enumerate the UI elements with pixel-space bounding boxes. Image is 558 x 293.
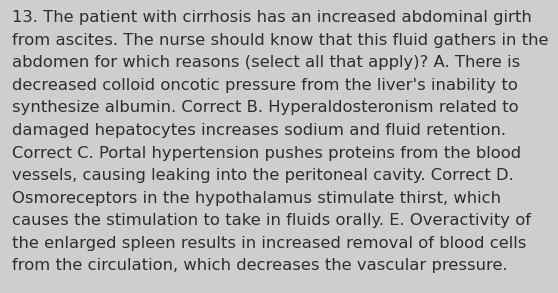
Text: 13. The patient with cirrhosis has an increased abdominal girth: 13. The patient with cirrhosis has an in…	[12, 10, 532, 25]
Text: abdomen for which reasons (select all that apply)? A. There is: abdomen for which reasons (select all th…	[12, 55, 521, 70]
Text: causes the stimulation to take in fluids orally. E. Overactivity of: causes the stimulation to take in fluids…	[12, 213, 531, 228]
Text: from ascites. The nurse should know that this fluid gathers in the: from ascites. The nurse should know that…	[12, 33, 549, 48]
Text: vessels, causing leaking into the peritoneal cavity. Correct D.: vessels, causing leaking into the perito…	[12, 168, 514, 183]
Text: Correct C. Portal hypertension pushes proteins from the blood: Correct C. Portal hypertension pushes pr…	[12, 146, 521, 161]
Text: the enlarged spleen results in increased removal of blood cells: the enlarged spleen results in increased…	[12, 236, 527, 251]
Text: from the circulation, which decreases the vascular pressure.: from the circulation, which decreases th…	[12, 258, 508, 273]
Text: synthesize albumin. Correct B. Hyperaldosteronism related to: synthesize albumin. Correct B. Hyperaldo…	[12, 100, 519, 115]
Text: damaged hepatocytes increases sodium and fluid retention.: damaged hepatocytes increases sodium and…	[12, 123, 506, 138]
Text: Osmoreceptors in the hypothalamus stimulate thirst, which: Osmoreceptors in the hypothalamus stimul…	[12, 191, 501, 206]
Text: decreased colloid oncotic pressure from the liver's inability to: decreased colloid oncotic pressure from …	[12, 78, 518, 93]
